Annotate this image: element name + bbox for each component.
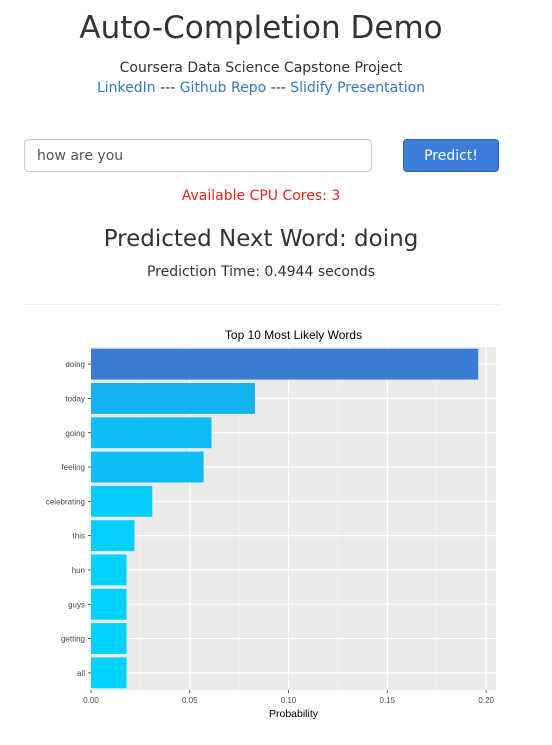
x-tick-label: 0.10 [281, 696, 297, 705]
y-tick-label: feeling [61, 463, 85, 472]
prediction-time-text: Prediction Time: 0.4944 seconds [0, 264, 522, 280]
predicted-word-heading: Predicted Next Word: doing [0, 226, 522, 252]
divider [24, 304, 499, 305]
bar-getting [91, 623, 127, 654]
link-bar: LinkedIn --- Github Repo --- Slidify Pre… [0, 80, 522, 96]
phrase-input[interactable] [24, 139, 372, 172]
github-repo-link[interactable]: Github Repo [180, 80, 266, 96]
predict-button[interactable]: Predict! [403, 139, 499, 172]
page-title: Auto-Completion Demo [0, 10, 522, 46]
x-axis-label: Probability [269, 708, 319, 720]
y-tick-label: doing [65, 360, 85, 369]
bar-celebrating [91, 486, 152, 517]
page-subtitle: Coursera Data Science Capstone Project [0, 60, 522, 76]
y-tick-label: all [77, 669, 85, 678]
link-separator: --- [160, 80, 175, 96]
bar-feeling [91, 452, 204, 483]
top-words-bar-chart: Top 10 Most Likely Words doing today going f… [24, 320, 504, 724]
slidify-presentation-link[interactable]: Slidify Presentation [290, 80, 425, 96]
y-tick-label: celebrating [46, 497, 85, 506]
cpu-cores-status: Available CPU Cores: 3 [0, 188, 522, 204]
y-tick-label: today [65, 394, 85, 403]
bar-today [91, 383, 255, 414]
x-tick-label: 0.15 [380, 696, 396, 705]
bar-this [91, 520, 134, 551]
y-tick-label: getting [61, 635, 85, 644]
x-tick-label: 0.00 [83, 696, 99, 705]
bar-doing [91, 349, 478, 380]
bar-all [91, 657, 127, 688]
y-tick-label: this [73, 532, 85, 541]
bar-guys [91, 589, 127, 620]
linkedin-link[interactable]: LinkedIn [97, 80, 156, 96]
link-separator: --- [271, 80, 286, 96]
bar-going [91, 417, 212, 448]
chart-title: Top 10 Most Likely Words [225, 328, 362, 342]
x-tick-label: 0.05 [182, 696, 198, 705]
y-tick-label: going [65, 429, 85, 438]
y-tick-label: guys [68, 600, 85, 609]
x-tick-label: 0.20 [478, 696, 494, 705]
bar-hun [91, 555, 127, 586]
y-tick-label: hun [72, 566, 85, 575]
